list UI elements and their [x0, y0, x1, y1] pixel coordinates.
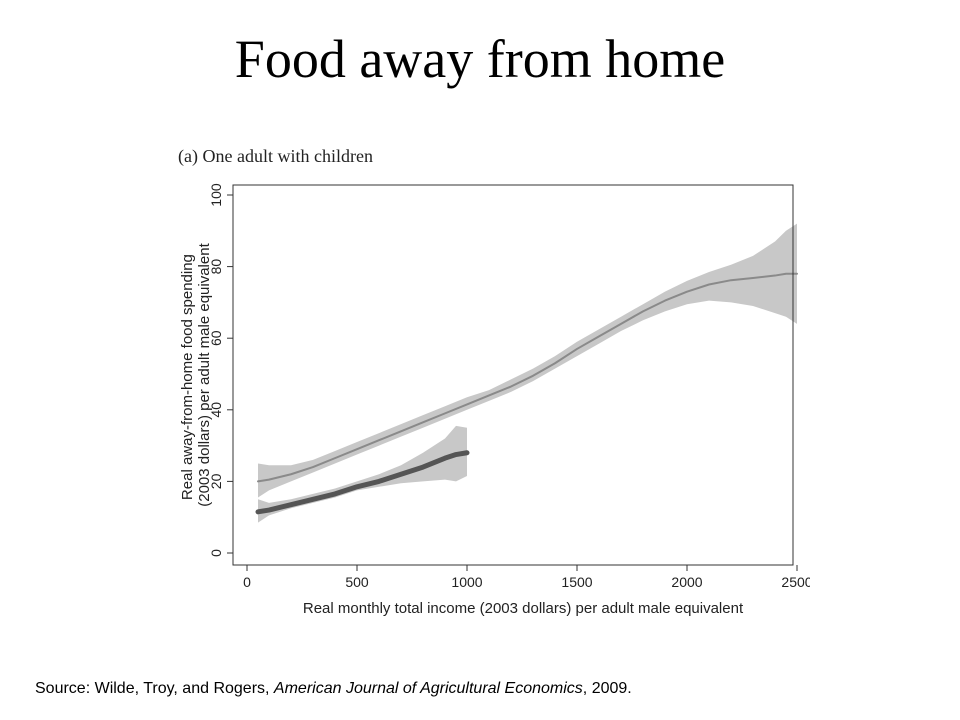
confidence-bands [258, 223, 797, 523]
y-tick-label: 20 [208, 473, 224, 489]
y-axis: 0 20 40 60 80 100 [208, 183, 233, 557]
x-axis: 0 500 1000 1500 2000 2500 [243, 565, 810, 590]
series-lines [255, 272, 798, 515]
y-axis-label-line-1: Real away-from-home food spending [179, 254, 196, 500]
series-line-2 [255, 450, 470, 515]
panel-label: (a) [178, 146, 198, 166]
panel-title-text: One adult with children [202, 146, 373, 166]
confidence-band-1 [258, 223, 797, 498]
x-tick-label: 0 [243, 574, 251, 590]
y-tick-label: 100 [208, 183, 224, 207]
x-tick-label: 2500 [781, 574, 810, 590]
x-tick-label: 500 [345, 574, 369, 590]
y-tick-label: 60 [208, 330, 224, 346]
x-tick-label: 2000 [671, 574, 702, 590]
slide-title: Food away from home [234, 29, 726, 89]
x-axis-label: Real monthly total income (2003 dollars)… [303, 600, 744, 617]
series-line-1 [257, 272, 798, 483]
x-tick-label: 1000 [451, 574, 482, 590]
source-suffix: , 2009. [582, 680, 632, 697]
y-axis-label-line-2: (2003 dollars) per adult male equivalent [196, 242, 213, 506]
plot-frame [232, 184, 794, 566]
away-from-home-spending-chart: 0 20 40 60 80 100 0 500 1000 1500 2000 2500 Real m… [179, 183, 810, 617]
y-axis-label: Real away-from-home food spending (2003 … [179, 242, 213, 506]
y-tick-label: 0 [208, 549, 224, 557]
source-prefix: Source: Wilde, Troy, and Rogers, [35, 680, 274, 697]
source-journal: American Journal of Agricultural Economi… [273, 680, 583, 697]
source-citation: Source: Wilde, Troy, and Rogers, America… [35, 680, 935, 698]
y-tick-label: 80 [208, 259, 224, 275]
x-tick-label: 1500 [561, 574, 592, 590]
y-tick-label: 40 [208, 402, 224, 418]
panel-title: (a) One adult with children [178, 146, 373, 167]
